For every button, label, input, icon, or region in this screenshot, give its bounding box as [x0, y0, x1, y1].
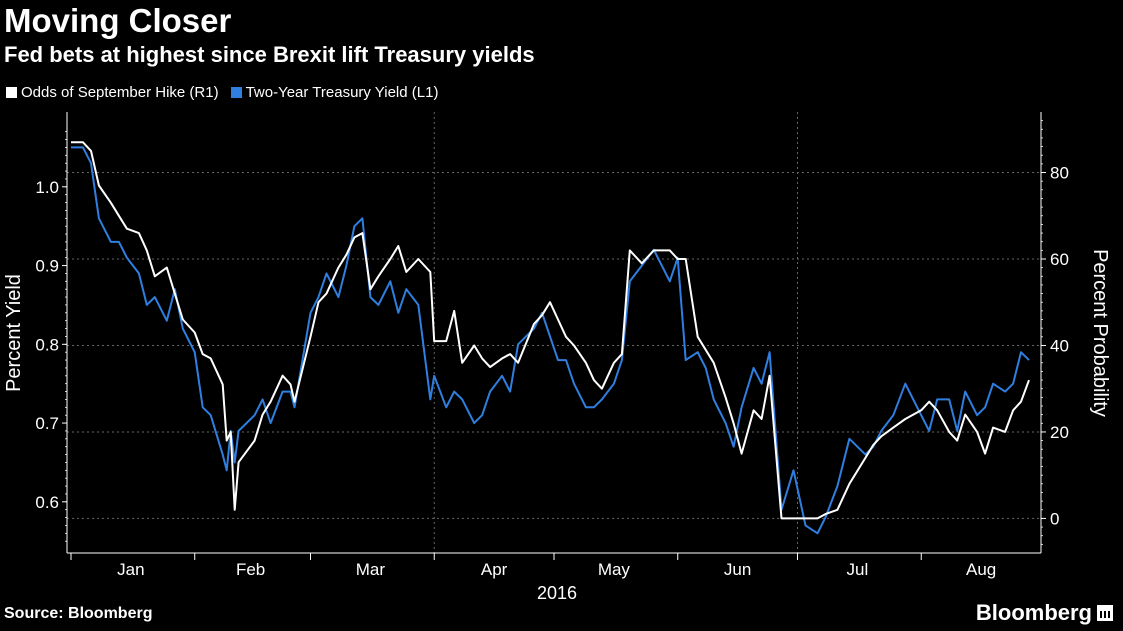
right-tick-label: 40	[1050, 336, 1069, 355]
x-tick-label: May	[598, 560, 631, 579]
grid-lines	[67, 112, 1041, 553]
x-tick-label: Jul	[847, 560, 869, 579]
x-tick-label: Aug	[966, 560, 996, 579]
legend-label-odds: Odds of September Hike (R1)	[21, 84, 219, 101]
left-tick-label: 0.9	[35, 257, 59, 276]
legend-item-odds: Odds of September Hike (R1)	[6, 84, 219, 101]
left-tick-label: 0.8	[35, 335, 59, 354]
legend-swatch-odds	[6, 87, 17, 98]
x-tick-label: Feb	[236, 560, 265, 579]
axes: 0.6 0.7 0.8 0.9 1.0 0 20 40 60 80 Jan Feb Mar Apr May J…	[35, 112, 1069, 579]
yield-series-line	[71, 146, 1030, 535]
legend-item-yield: Two-Year Treasury Yield (L1)	[230, 84, 439, 101]
right-tick-label: 60	[1050, 250, 1069, 269]
left-tick-label: 0.6	[35, 493, 59, 512]
right-tick-label: 20	[1050, 423, 1069, 442]
left-tick-label: 0.7	[35, 414, 59, 433]
x-tick-label: Jan	[117, 560, 144, 579]
left-tick-label: 1.0	[35, 178, 59, 197]
x-tick-label: Mar	[356, 560, 386, 579]
bloomberg-chart-icon	[1097, 605, 1113, 621]
legend-swatch-yield	[230, 87, 242, 98]
line-chart: 0.6 0.7 0.8 0.9 1.0 0 20 40 60 80 Jan Feb Mar Apr May J…	[3, 112, 1111, 600]
odds-series-line	[71, 141, 1030, 520]
right-tick-label: 80	[1050, 164, 1069, 183]
series-lines	[71, 141, 1030, 535]
chart-title: Moving Closer	[4, 2, 232, 39]
right-tick-label: 0	[1050, 509, 1059, 528]
bloomberg-logo: Bloomberg	[976, 600, 1113, 626]
chart-legend: Odds of September Hike (R1) Two-Year Tre…	[6, 84, 450, 101]
x-tick-label: Jun	[724, 560, 751, 579]
x-axis-label: 2016	[537, 583, 577, 600]
source-note: Source: Bloomberg	[4, 605, 153, 622]
brand-label: Bloomberg	[975, 600, 1092, 625]
right-axis-label: Percent Probability	[1089, 249, 1111, 417]
x-tick-label: Apr	[481, 560, 508, 579]
left-axis-label: Percent Yield	[3, 274, 25, 392]
chart-subtitle: Fed bets at highest since Brexit lift Tr…	[4, 42, 535, 67]
legend-label-yield: Two-Year Treasury Yield (L1)	[245, 84, 439, 101]
